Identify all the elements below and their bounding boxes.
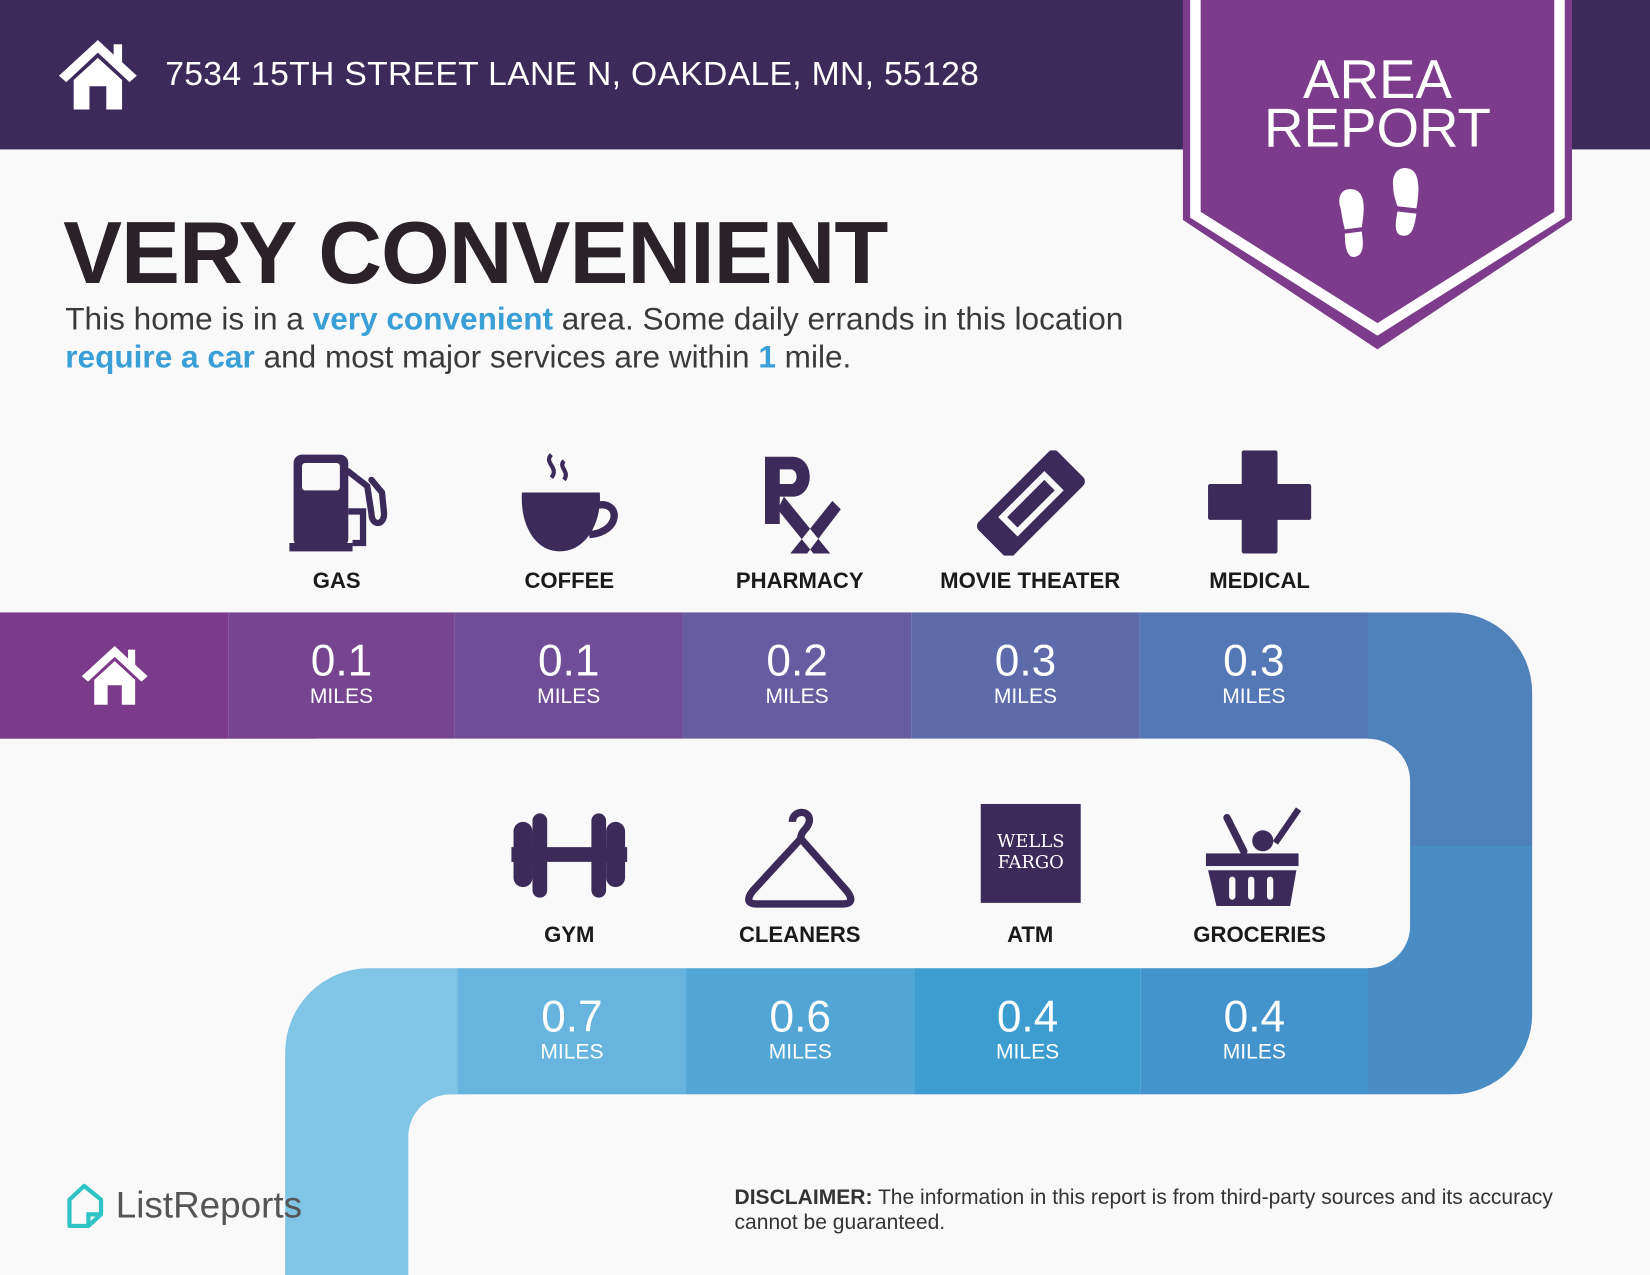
home-cell <box>0 612 229 739</box>
distance-value: 0.6 <box>769 991 831 1041</box>
amenity-label: GROCERIES <box>1193 922 1326 948</box>
distance-unit: MILES <box>540 1040 604 1064</box>
distance-cell-coffee: 0.1 MILES <box>454 612 683 739</box>
distance-cell-atm: 0.4 MILES <box>914 968 1141 1095</box>
intro-highlight: 1 <box>758 339 776 375</box>
distance-value: 0.3 <box>1223 635 1285 686</box>
lower-area <box>408 1094 1650 1275</box>
distance-cell-pharmacy: 0.2 MILES <box>682 612 912 739</box>
amenity-label: MEDICAL <box>1209 569 1310 594</box>
distance-unit: MILES <box>1222 685 1286 709</box>
wells-fargo-logo: WELLS FARGO <box>980 803 1081 903</box>
distance-value: 0.4 <box>996 991 1059 1041</box>
ticket-icon <box>972 449 1088 558</box>
grocery-basket-icon <box>1202 805 1318 910</box>
distance-cell-movie-theater: 0.3 MILES <box>911 612 1140 739</box>
medical-cross-icon <box>1202 450 1318 555</box>
badge-title-line2: REPORT <box>1263 97 1491 159</box>
distance-cell-gym: 0.7 MILES <box>457 968 687 1095</box>
page-title: VERY CONVENIENT <box>63 203 888 303</box>
house-icon <box>81 646 148 705</box>
intro-highlight: very convenient <box>312 302 554 337</box>
distance-value: 0.2 <box>766 635 828 686</box>
disclaimer-label: DISCLAIMER: <box>734 1185 873 1210</box>
distance-value: 0.3 <box>994 635 1057 686</box>
footprints-icon <box>1339 167 1419 257</box>
gas-pump-icon <box>279 450 395 555</box>
intro-text: This home is in a <box>65 302 313 337</box>
disclaimer-text: The information in this report is from t… <box>734 1185 1553 1235</box>
distance-cell-groceries: 0.4 MILES <box>1140 968 1368 1095</box>
distance-cell-medical: 0.3 MILES <box>1139 612 1368 739</box>
coffee-cup-icon <box>511 450 627 555</box>
distance-value: 0.7 <box>541 991 603 1041</box>
intro-highlight: require a car <box>65 339 255 375</box>
intro-text: and most major services are within <box>254 339 759 375</box>
amenity-label: GAS <box>312 569 361 594</box>
distance-unit: MILES <box>768 1040 832 1064</box>
distance-value: 0.1 <box>538 635 600 686</box>
distance-unit: MILES <box>1222 1040 1286 1064</box>
distance-unit: MILES <box>537 685 601 709</box>
disclaimer: DISCLAIMER: The information in this repo… <box>735 1185 1598 1236</box>
intro-text: mile. <box>775 339 852 375</box>
intro-text: area. Some daily errands in this locatio… <box>553 302 1124 337</box>
rx-icon <box>742 450 858 555</box>
distance-cell-cleaners: 0.6 MILES <box>686 968 915 1095</box>
hanger-icon <box>742 805 858 910</box>
distance-unit: MILES <box>765 685 829 709</box>
amenity-label: PHARMACY <box>735 569 864 594</box>
property-address: 7534 15TH STREET LANE N, OAKDALE, MN, 55… <box>165 54 980 93</box>
listreports-logo-icon <box>67 1183 104 1229</box>
amenity-label: CLEANERS <box>738 922 861 948</box>
logo-text: WELLS <box>996 831 1065 853</box>
logo-text: FARGO <box>997 852 1064 874</box>
distance-value: 0.4 <box>1223 991 1286 1041</box>
distance-value: 0.1 <box>310 635 373 686</box>
intro-paragraph: This home is in a very convenient area. … <box>65 301 1180 377</box>
amenity-label: MOVIE THEATER <box>940 569 1121 594</box>
distance-cell-gas: 0.1 MILES <box>228 612 455 739</box>
badge-title-line1: AREA <box>1302 49 1452 111</box>
amenity-label: ATM <box>1007 922 1054 948</box>
brand-name: ListReports <box>115 1184 303 1226</box>
dumbbell-icon <box>496 805 642 910</box>
distance-unit: MILES <box>993 685 1058 709</box>
amenity-label: COFFEE <box>524 569 615 594</box>
amenity-label: GYM <box>544 922 595 948</box>
distance-unit: MILES <box>309 685 374 709</box>
house-icon <box>58 39 137 110</box>
area-report-badge: AREA REPORT <box>1182 0 1573 350</box>
distance-unit: MILES <box>995 1040 1060 1064</box>
